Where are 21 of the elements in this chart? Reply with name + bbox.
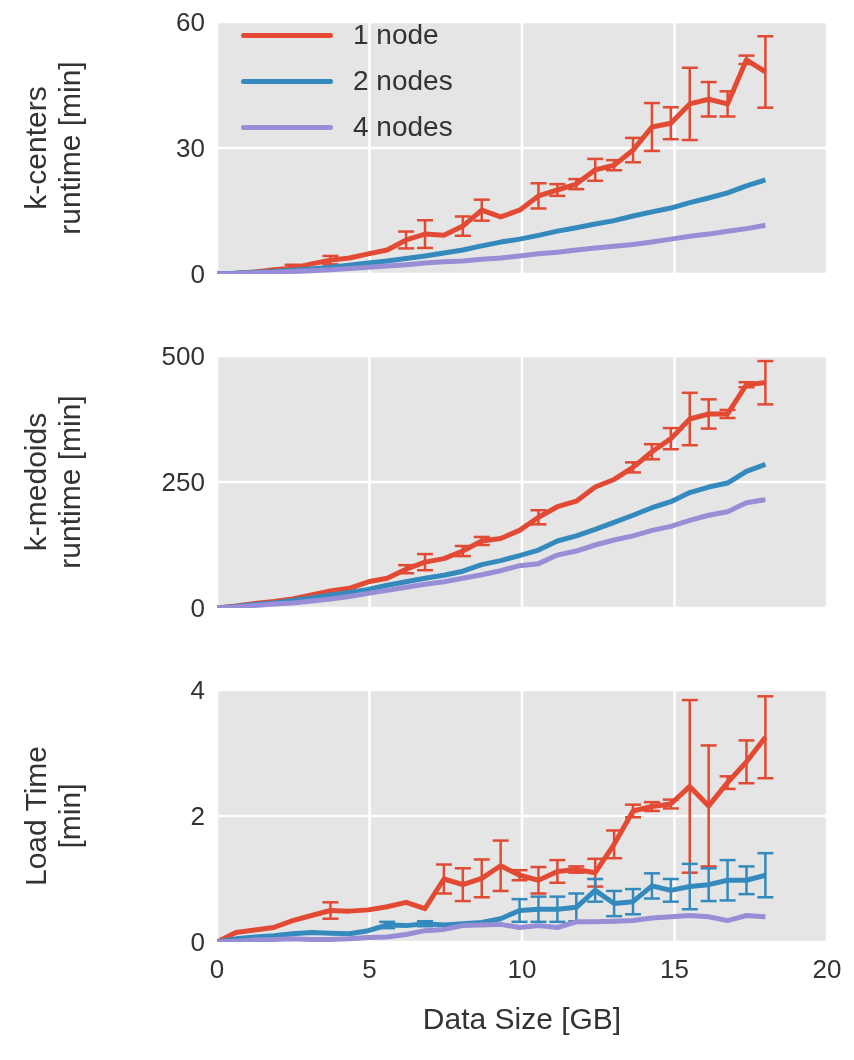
y-axis-title: k-centers runtime [min] xyxy=(19,61,86,235)
x-tick-label: 15 xyxy=(660,954,689,985)
x-axis-title: Data Size [GB] xyxy=(422,1002,622,1035)
y-tick-label: 0 xyxy=(190,927,205,958)
y-tick-label: 2 xyxy=(190,801,205,832)
x-tick-label: 0 xyxy=(209,954,225,985)
y-tick-label: 0 xyxy=(190,593,205,624)
y-tick-label: 30 xyxy=(176,133,205,164)
legend-label: 2 nodes xyxy=(353,65,453,97)
y-tick-label: 250 xyxy=(161,467,205,498)
y-axis-title: Load Time [min] xyxy=(19,745,86,887)
legend-label: 4 nodes xyxy=(353,111,453,143)
y-tick-label: 60 xyxy=(176,7,205,38)
y-tick-label: 500 xyxy=(161,341,205,372)
x-tick-label: 20 xyxy=(812,954,842,985)
y-axis-title: k-medoids runtime [min] xyxy=(19,395,86,569)
legend-label: 1 node xyxy=(353,19,439,51)
x-tick-label: 5 xyxy=(362,954,377,985)
x-tick-label: 10 xyxy=(507,954,537,985)
y-tick-label: 0 xyxy=(190,259,205,290)
y-tick-label: 4 xyxy=(190,675,205,706)
